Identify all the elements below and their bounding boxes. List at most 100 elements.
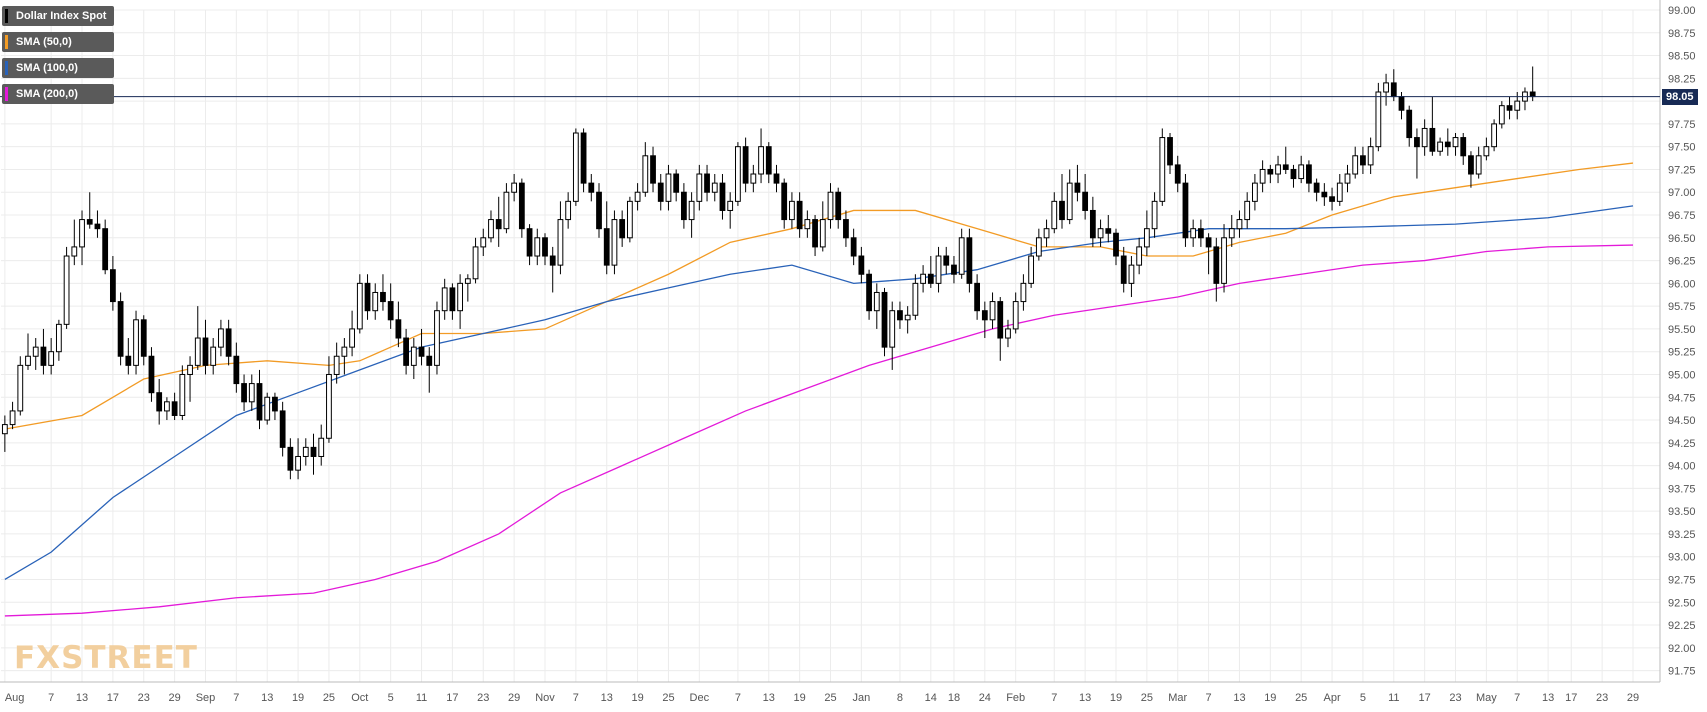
y-tick-label: 94.50	[1668, 415, 1696, 427]
candle-body	[17, 364, 24, 412]
x-tick-label: 13	[1542, 692, 1554, 704]
x-tick-label: 29	[1627, 692, 1639, 704]
candle-body	[1336, 182, 1343, 202]
candle-body	[1113, 232, 1119, 257]
candle-body	[835, 191, 842, 221]
x-tick-label: 25	[824, 692, 836, 704]
x-tick-label: 23	[477, 692, 489, 704]
candle-body	[40, 346, 47, 366]
candle-body	[48, 351, 55, 366]
candle-body	[696, 173, 703, 202]
y-tick-label: 91.75	[1668, 666, 1696, 678]
y-tick-label: 95.75	[1668, 301, 1696, 313]
y-tick-label: 96.00	[1668, 278, 1696, 290]
x-tick-label: 7	[1206, 692, 1212, 704]
candle-body	[341, 346, 348, 357]
legend-swatch	[5, 9, 8, 23]
x-tick-label: 25	[662, 692, 674, 704]
candle-body	[650, 155, 656, 184]
y-tick-label: 93.50	[1668, 506, 1696, 518]
x-tick-label: 7	[48, 692, 54, 704]
legend-item-sma-50[interactable]: SMA (50,0)	[2, 32, 115, 52]
candle-body	[727, 200, 734, 211]
candle-body	[356, 282, 363, 330]
current-price-badge: 98.05	[1662, 88, 1698, 105]
candle-body	[125, 355, 132, 366]
candle-body	[750, 173, 757, 184]
candle-body	[1, 424, 8, 435]
candle-body	[951, 264, 957, 275]
candle-body	[781, 182, 788, 221]
x-tick-label: 29	[508, 692, 520, 704]
candle-body	[264, 396, 271, 421]
x-tick-label: 7	[1051, 692, 1057, 704]
y-tick-label: 94.25	[1668, 438, 1696, 450]
candle-body	[326, 373, 332, 439]
candle-body	[449, 287, 456, 312]
candle-body	[920, 273, 926, 284]
x-tick-label: 8	[897, 692, 903, 704]
candle-body	[94, 223, 101, 230]
legend-item-sma-200[interactable]: SMA (200,0)	[2, 84, 115, 104]
candle-body	[418, 346, 425, 357]
candle-body	[1097, 228, 1104, 239]
candle-body	[580, 132, 587, 184]
legend-item-dollar-index[interactable]: Dollar Index Spot	[2, 6, 115, 26]
candle-body	[819, 219, 826, 248]
candle-body	[572, 132, 579, 202]
candle-body	[1275, 164, 1281, 175]
candle-body	[1120, 255, 1127, 284]
candle-body	[858, 255, 865, 275]
x-tick-label: 23	[138, 692, 150, 704]
candle-body	[989, 301, 996, 321]
candle-body	[25, 355, 31, 366]
y-tick-label: 95.25	[1668, 347, 1696, 359]
candle-body	[596, 191, 602, 230]
candle-body	[1089, 209, 1096, 239]
candle-body	[634, 191, 641, 202]
candle-body	[9, 410, 16, 426]
legend-label: Dollar Index Spot	[16, 10, 107, 22]
candle-body	[109, 269, 116, 303]
candle-body	[1282, 164, 1289, 170]
x-tick-label: 7	[233, 692, 239, 704]
candle-body	[1197, 228, 1204, 239]
candle-body	[1228, 228, 1235, 239]
y-tick-label: 99.00	[1668, 5, 1696, 17]
candle-body	[1421, 127, 1428, 148]
candle-body	[1128, 264, 1135, 284]
x-tick-label: Apr	[1323, 692, 1340, 704]
candle-body	[202, 337, 209, 366]
candle-body	[395, 319, 402, 339]
candle-body	[256, 383, 263, 421]
candle-body	[588, 182, 595, 193]
x-tick-label: 13	[1233, 692, 1245, 704]
candle-body	[1059, 200, 1065, 221]
legend-item-sma-100[interactable]: SMA (100,0)	[2, 58, 115, 78]
x-tick-label: Aug	[5, 692, 25, 704]
candle-body	[364, 282, 371, 312]
candle-body	[549, 255, 556, 266]
x-tick-label: Oct	[351, 692, 368, 704]
candle-body	[974, 282, 981, 312]
candle-body	[742, 146, 749, 184]
y-tick-label: 94.00	[1668, 461, 1696, 473]
candle-body	[1190, 228, 1197, 239]
x-tick-label: 23	[1449, 692, 1461, 704]
candle-body	[194, 337, 201, 366]
x-tick-label: 23	[1596, 692, 1608, 704]
y-tick-label: 96.25	[1668, 256, 1696, 268]
x-tick-label: 19	[292, 692, 304, 704]
candle-body	[133, 319, 139, 366]
candle-body	[1437, 141, 1443, 152]
candle-body	[542, 237, 548, 257]
candle-body	[55, 323, 62, 353]
x-tick-label: 25	[1295, 692, 1307, 704]
candle-body	[619, 219, 626, 239]
candle-body	[1390, 82, 1397, 98]
candle-body	[464, 278, 471, 284]
y-tick-label: 96.75	[1668, 210, 1696, 222]
x-tick-label: 13	[1079, 692, 1091, 704]
candle-body	[503, 191, 510, 230]
y-tick-label: 95.50	[1668, 324, 1696, 336]
